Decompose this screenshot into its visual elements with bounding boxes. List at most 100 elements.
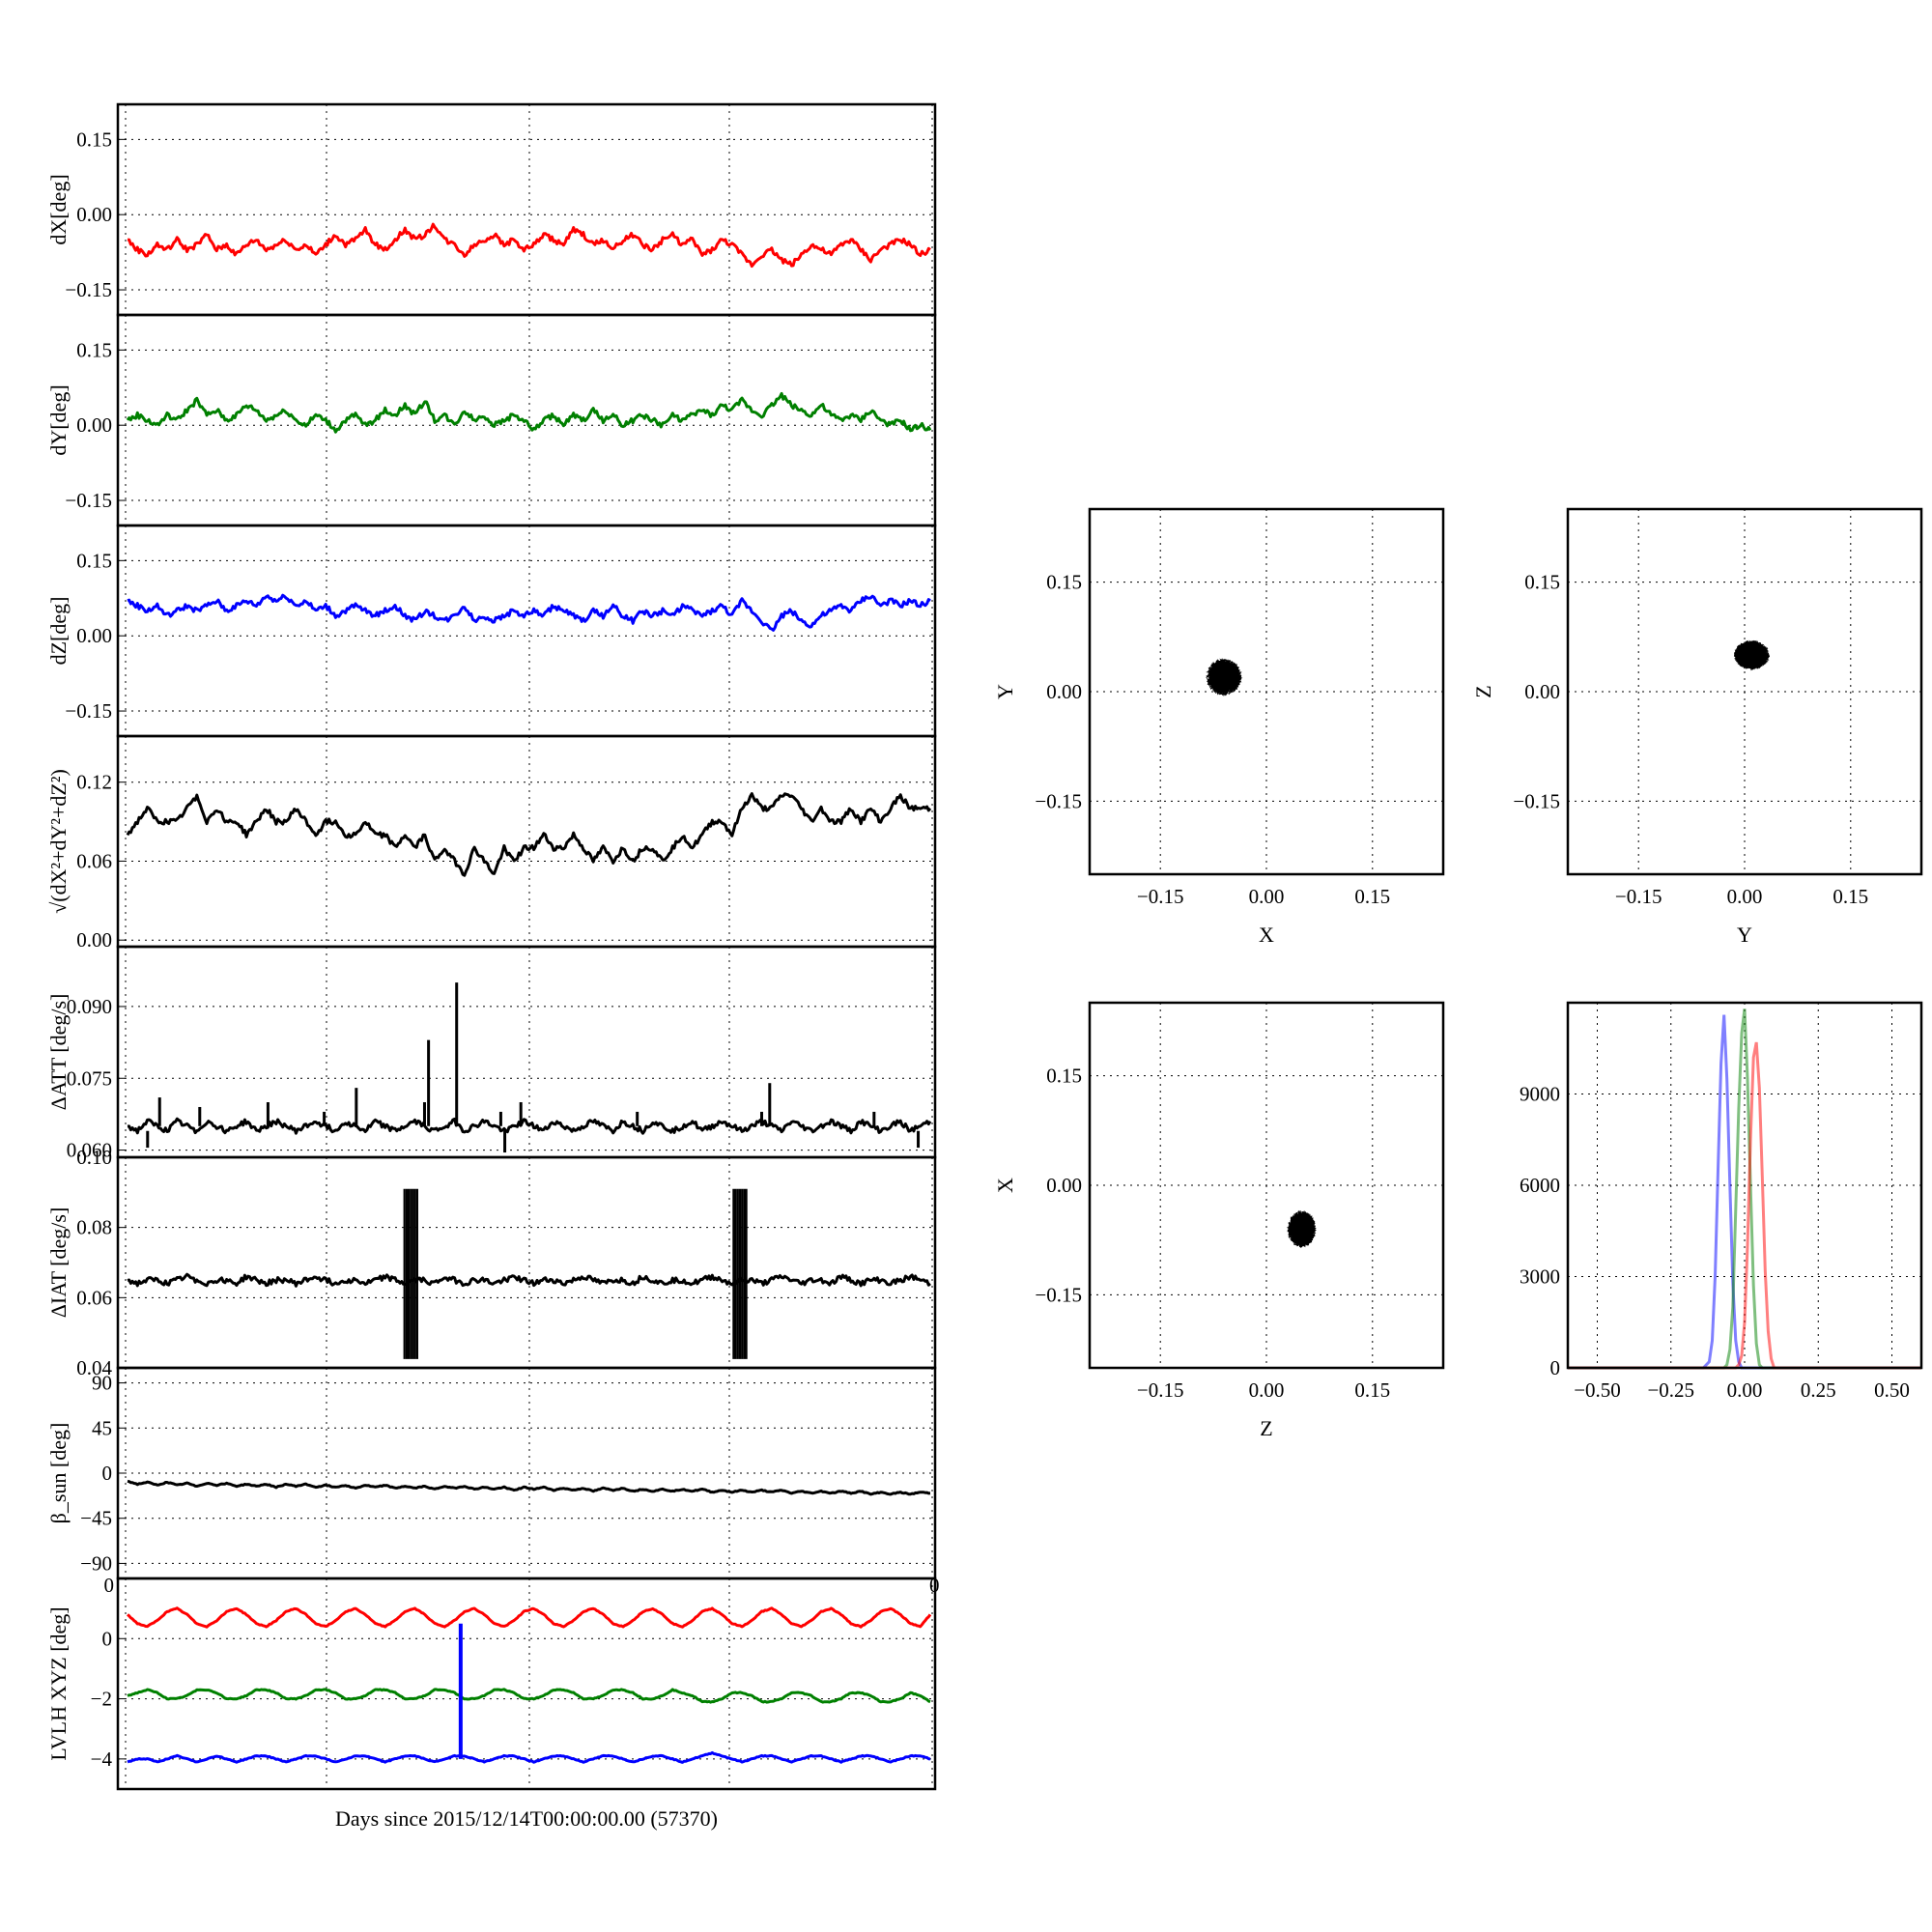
panel-diat: 0.10 0.08 0.06 0.04 ΔIAT [deg/s] — [46, 1146, 937, 1379]
panel-lvlh: 0 −2 −4 LVLH XYZ [deg] 0 0 — [46, 1574, 940, 1791]
y-tick-label: 0.00 — [1524, 680, 1560, 703]
y-tick-label: 0.15 — [1524, 571, 1560, 594]
y-tick-label: 0.00 — [76, 413, 112, 437]
y-axis-label: dZ[deg] — [46, 597, 71, 666]
series-line — [127, 1272, 931, 1288]
y-tick-label: 0.090 — [67, 995, 112, 1018]
y-tick-label: −45 — [80, 1507, 112, 1530]
panel-dx: 0.15 0.00 −0.15 dX[deg] — [46, 102, 937, 317]
series-line — [127, 593, 931, 632]
y-tick-label: 0.15 — [76, 338, 112, 361]
scatter-yz: −0.15 −0.15 0.00 0.00 0.15 0.15 Y Z — [1471, 507, 1923, 947]
y-tick-label: 0.00 — [76, 203, 112, 226]
x-tick-label: 0.25 — [1801, 1378, 1836, 1402]
axes-frame — [116, 524, 937, 738]
series-line — [127, 1688, 931, 1704]
y-axis-label: Z — [1471, 685, 1495, 697]
x-axis-label: X — [1259, 923, 1274, 947]
y-tick-label: 0.06 — [76, 1286, 112, 1309]
scatter-zx: −0.15 −0.15 0.00 0.00 0.15 0.15 Z X — [993, 1001, 1445, 1440]
panel-dy: 0.15 0.00 −0.15 dY[deg] — [46, 313, 937, 527]
y-tick-label: 6000 — [1520, 1174, 1560, 1197]
axes-frame — [1088, 507, 1445, 876]
edge-tick-label: 0 — [104, 1574, 115, 1597]
y-tick-label: −0.15 — [65, 489, 112, 512]
y-tick-label: 0.12 — [76, 771, 112, 794]
x-tick-label: 0.00 — [1249, 885, 1285, 908]
scatter-xy: −0.15 −0.15 0.00 0.00 0.15 0.15 X Y — [993, 507, 1445, 947]
histogram: −0.50 −0.25 0.00 0.25 0.50 9000 6000 3000 0 — [1520, 1001, 1923, 1402]
y-axis-label: dY[deg] — [46, 384, 71, 455]
y-tick-label: 0.00 — [76, 624, 112, 647]
y-axis-label: LVLH XYZ [deg] — [46, 1606, 71, 1760]
y-tick-label: 0.04 — [76, 1356, 112, 1379]
x-tick-label: −0.50 — [1574, 1378, 1621, 1402]
axes-frame — [116, 734, 937, 949]
y-tick-label: 0.15 — [76, 549, 112, 572]
x-tick-label: 0.15 — [1354, 1378, 1390, 1402]
y-tick-label: 3000 — [1520, 1265, 1560, 1289]
series-line — [126, 391, 932, 434]
diat-bursts — [403, 1188, 748, 1759]
time-axis-label: Days since 2015/12/14T00:00:00.00 (57370… — [335, 1806, 718, 1831]
y-tick-label: 0 — [102, 1627, 113, 1650]
y-axis-label: ΔIAT [deg/s] — [46, 1208, 71, 1319]
axes-frame — [116, 102, 937, 317]
x-tick-label: 0.50 — [1874, 1378, 1910, 1402]
y-tick-label: −4 — [91, 1747, 113, 1771]
time-series-panels: 0.150.00−0.15dX[deg]0.150.00−0.15dY[deg]… — [46, 102, 940, 1791]
series-line — [127, 1750, 931, 1764]
y-tick-label: 0.060 — [67, 1139, 112, 1162]
y-tick-label: 9000 — [1520, 1083, 1560, 1106]
y-tick-label: −2 — [91, 1688, 112, 1711]
y-tick-label: 0.10 — [76, 1146, 112, 1169]
y-tick-label: 0.15 — [1046, 1065, 1082, 1088]
y-tick-label: −0.15 — [1513, 789, 1560, 812]
panel-beta: 90 45 0 −45 −90 β_sun [deg] — [46, 1366, 937, 1580]
y-tick-label: 0.00 — [1046, 1174, 1082, 1197]
series-line — [127, 1117, 932, 1135]
y-tick-label: −0.15 — [65, 699, 112, 723]
x-tick-label: 0.15 — [1833, 885, 1868, 908]
scatter-trace — [1733, 639, 1771, 671]
series-line — [126, 792, 932, 877]
series-line — [127, 1479, 931, 1496]
panel-norm: 0.12 0.06 0.00√(dX²+dY²+dZ²) — [46, 734, 937, 952]
y-tick-label: 0.08 — [76, 1216, 112, 1239]
y-tick-label: −0.15 — [1035, 1283, 1082, 1306]
axes-frame — [1566, 1001, 1923, 1370]
panel-dz: 0.15 0.00 −0.15 dZ[deg] — [46, 524, 937, 738]
y-tick-label: 0.06 — [76, 849, 112, 872]
series-line — [127, 1606, 932, 1629]
x-tick-label: 0.00 — [1727, 885, 1763, 908]
y-tick-label: 0.00 — [76, 928, 112, 952]
y-tick-label: −0.15 — [65, 278, 112, 301]
axes-frame — [1088, 1001, 1445, 1370]
axes-frame — [116, 1577, 937, 1791]
axes-frame — [116, 1155, 937, 1370]
y-tick-label: 0 — [1550, 1356, 1561, 1379]
scatter-trace — [1205, 658, 1243, 696]
x-axis-label: Y — [1737, 923, 1752, 947]
y-axis-label: dX[deg] — [46, 174, 71, 244]
y-tick-label: 0.15 — [76, 128, 112, 151]
x-axis-label: Z — [1260, 1416, 1272, 1440]
y-axis-label: √(dX²+dY²+dZ²) — [46, 769, 71, 914]
y-tick-label: 90 — [92, 1372, 112, 1395]
axes-frame — [1566, 507, 1923, 876]
datt-spikes — [146, 982, 921, 1153]
y-axis-label: Y — [993, 684, 1017, 699]
y-tick-label: 45 — [92, 1416, 112, 1439]
y-tick-label: 0.15 — [1046, 571, 1082, 594]
series-line — [127, 222, 931, 269]
edge-tick-label: 0 — [929, 1574, 940, 1597]
x-tick-label: −0.15 — [1615, 885, 1662, 908]
y-axis-label: β_sun [deg] — [46, 1423, 71, 1524]
scatter-trace — [1286, 1209, 1317, 1249]
scatter-panels: −0.15 −0.15 0.00 0.00 0.15 0.15 X Y −0.15 −0.15 0.… — [993, 507, 1923, 1440]
panel-datt: 0.090 0.075 0.060 ΔATT [deg/s] — [46, 945, 937, 1162]
y-tick-label: 0.00 — [1046, 680, 1082, 703]
x-tick-label: 0.00 — [1249, 1378, 1285, 1402]
x-tick-label: −0.25 — [1647, 1378, 1694, 1402]
